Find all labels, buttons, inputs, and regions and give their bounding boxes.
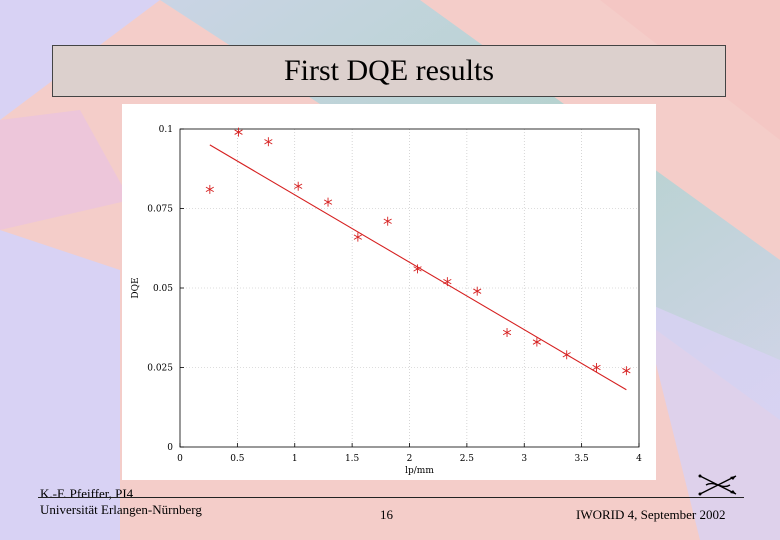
x-tick-label: 3 — [521, 454, 527, 464]
data-point — [234, 127, 243, 137]
x-tick-label: 1 — [292, 454, 298, 464]
data-point — [562, 350, 571, 360]
data-point-stroke — [413, 266, 422, 272]
y-tick-label: 0.075 — [147, 205, 173, 215]
data-point — [443, 277, 452, 287]
dqe-chart: 0 0.5 1 1.5 2 2.5 3 3.5 4 0 0.025 0.05 0.075 0.1 lp/m… — [131, 125, 642, 476]
data-point — [383, 216, 392, 226]
slide-title: First DQE results — [284, 54, 494, 87]
x-tick-label: 2 — [407, 454, 413, 464]
data-point-stroke — [234, 129, 243, 135]
y-tick-label: 0.05 — [153, 284, 173, 294]
data-point-stroke — [562, 352, 571, 358]
data-point — [294, 181, 303, 191]
slide-title-box: First DQE results — [52, 45, 726, 97]
data-point — [592, 363, 601, 372]
footer-divider — [38, 497, 744, 498]
fit-line — [209, 144, 627, 391]
data-point — [532, 337, 541, 347]
y-tick-label: 0.1 — [159, 125, 173, 135]
ticks: 0 0.5 1 1.5 2 2.5 3 3.5 4 0 0.025 0.05 0.075 0.1 — [147, 125, 642, 464]
data-point — [205, 184, 214, 194]
data-point — [264, 137, 273, 147]
data-point-stroke — [383, 218, 392, 224]
y-tick-label: 0 — [167, 443, 173, 453]
data-point-stroke — [473, 288, 482, 294]
x-tick-label: 2.5 — [460, 454, 475, 464]
data-point — [323, 197, 333, 207]
x-tick-label: 0 — [177, 454, 183, 464]
data-point-stroke — [205, 186, 214, 193]
footer-institution: Universität Erlangen-Nürnberg — [40, 502, 202, 517]
x-axis-label: lp/mm — [405, 466, 434, 476]
data-point-stroke — [622, 368, 631, 374]
data-point-stroke — [502, 329, 512, 336]
grid — [180, 129, 639, 447]
footer-author: K.-F. Pfeiffer, PI4 — [40, 486, 134, 501]
footer-event: IWORID 4, September 2002 — [576, 507, 726, 522]
points-group — [205, 127, 631, 376]
data-point-stroke — [532, 339, 541, 345]
y-axis-label: DQE — [131, 277, 141, 298]
data-point — [353, 232, 362, 242]
data-point — [413, 264, 422, 274]
footer-page-number: 16 — [380, 507, 393, 522]
plot-panel: 0 0.5 1 1.5 2 2.5 3 3.5 4 0 0.025 0.05 0.075 0.1 lp/m… — [122, 104, 656, 480]
data-point-stroke — [353, 234, 362, 240]
data-point-stroke — [264, 139, 273, 145]
data-point — [473, 286, 482, 296]
x-tick-label: 4 — [636, 454, 642, 464]
footer-left: K.-F. Pfeiffer, PI4 Universität Erlangen… — [40, 486, 202, 518]
data-point — [622, 366, 631, 376]
data-point-stroke — [443, 279, 452, 285]
y-tick-label: 0.025 — [147, 364, 173, 374]
data-point — [502, 328, 512, 338]
x-tick-label: 3.5 — [574, 454, 589, 464]
x-tick-label: 1.5 — [345, 454, 360, 464]
data-point-stroke — [323, 199, 333, 205]
x-tick-label: 0.5 — [230, 454, 245, 464]
fit-line-group — [209, 144, 627, 391]
data-point-stroke — [592, 364, 601, 371]
data-point-stroke — [294, 183, 303, 189]
arrows-logo-icon — [698, 474, 737, 496]
